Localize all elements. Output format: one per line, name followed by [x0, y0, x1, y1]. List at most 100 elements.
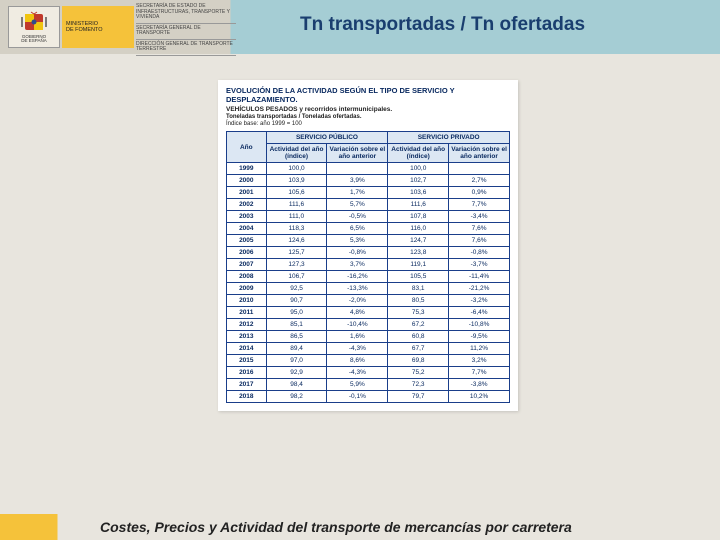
cell-pub-activity: 106,7 — [266, 271, 327, 283]
table-row: 201898,2-0,1%79,710,2% — [227, 391, 510, 403]
cell-priv-activity: 75,2 — [388, 367, 449, 379]
cell-priv-variation: -21,2% — [449, 283, 510, 295]
cell-year: 2010 — [227, 295, 267, 307]
cell-pub-variation: -4,3% — [327, 343, 388, 355]
cell-year: 2002 — [227, 199, 267, 211]
cell-pub-variation: 1,7% — [327, 187, 388, 199]
cell-pub-activity: 98,2 — [266, 391, 327, 403]
cell-year: 2000 — [227, 175, 267, 187]
table-body: 1999100,0100,02000103,93,9%102,72,7%2001… — [227, 163, 510, 403]
cell-pub-variation: -0,5% — [327, 211, 388, 223]
table-row: 2002111,65,7%111,67,7% — [227, 199, 510, 211]
col-group-public: SERVICIO PÚBLICO — [266, 132, 388, 144]
cell-priv-activity: 102,7 — [388, 175, 449, 187]
col-pub-activity: Actividad del año (índice) — [266, 144, 327, 163]
cell-year: 2009 — [227, 283, 267, 295]
cell-pub-activity: 98,4 — [266, 379, 327, 391]
cell-pub-activity: 95,0 — [266, 307, 327, 319]
table-heading: EVOLUCIÓN DE LA ACTIVIDAD SEGÚN EL TIPO … — [226, 86, 510, 104]
cell-year: 1999 — [227, 163, 267, 175]
cell-pub-activity: 127,3 — [266, 259, 327, 271]
cell-year: 2004 — [227, 223, 267, 235]
secretary-block1: SECRETARÍA DE ESTADO DE INFRAESTRUCTURAS… — [136, 2, 236, 24]
cell-pub-activity: 105,6 — [266, 187, 327, 199]
table-row: 201090,7-2,0%80,5-3,2% — [227, 295, 510, 307]
coat-of-arms-icon — [19, 11, 49, 33]
cell-year: 2001 — [227, 187, 267, 199]
cell-priv-variation: -11,4% — [449, 271, 510, 283]
cell-priv-activity: 107,8 — [388, 211, 449, 223]
cell-priv-activity: 67,2 — [388, 319, 449, 331]
cell-year: 2007 — [227, 259, 267, 271]
cell-pub-variation: 8,6% — [327, 355, 388, 367]
cell-priv-activity: 72,3 — [388, 379, 449, 391]
header-band: GOBIERNODE ESPAÑA MINISTERIO DE FOMENTO … — [0, 0, 720, 54]
table-row: 201489,4-4,3%67,711,2% — [227, 343, 510, 355]
cell-pub-variation: 1,6% — [327, 331, 388, 343]
cell-priv-activity: 123,8 — [388, 247, 449, 259]
cell-pub-activity: 85,1 — [266, 319, 327, 331]
table-row: 2005124,65,3%124,77,6% — [227, 235, 510, 247]
data-table: Año SERVICIO PÚBLICO SERVICIO PRIVADO Ac… — [226, 131, 510, 403]
cell-priv-variation: -3,8% — [449, 379, 510, 391]
cell-priv-variation: 7,6% — [449, 223, 510, 235]
cell-priv-variation: 10,2% — [449, 391, 510, 403]
cell-year: 2018 — [227, 391, 267, 403]
cell-pub-variation: 5,7% — [327, 199, 388, 211]
cell-priv-variation: 0,9% — [449, 187, 510, 199]
cell-priv-activity: 116,0 — [388, 223, 449, 235]
cell-priv-variation: -3,7% — [449, 259, 510, 271]
cell-priv-activity: 75,3 — [388, 307, 449, 319]
cell-pub-activity: 125,7 — [266, 247, 327, 259]
cell-priv-variation: -9,5% — [449, 331, 510, 343]
cell-year: 2008 — [227, 271, 267, 283]
table-row: 2001105,61,7%103,60,9% — [227, 187, 510, 199]
logo-text: GOBIERNODE ESPAÑA — [21, 35, 46, 44]
cell-priv-variation: 11,2% — [449, 343, 510, 355]
table-row: 200992,5-13,3%83,1-21,2% — [227, 283, 510, 295]
cell-priv-variation: -10,8% — [449, 319, 510, 331]
col-pub-variation: Variación sobre el año anterior — [327, 144, 388, 163]
cell-pub-variation: -0,8% — [327, 247, 388, 259]
cell-priv-variation: 7,7% — [449, 367, 510, 379]
cell-priv-variation: 2,7% — [449, 175, 510, 187]
cell-pub-activity: 111,6 — [266, 199, 327, 211]
cell-pub-variation: -4,3% — [327, 367, 388, 379]
cell-year: 2012 — [227, 319, 267, 331]
cell-priv-variation: 7,6% — [449, 235, 510, 247]
cell-pub-variation: -13,3% — [327, 283, 388, 295]
cell-priv-activity: 69,8 — [388, 355, 449, 367]
cell-pub-activity: 118,3 — [266, 223, 327, 235]
table-row: 201798,45,9%72,3-3,8% — [227, 379, 510, 391]
cell-pub-activity: 92,9 — [266, 367, 327, 379]
table-row: 2004118,36,5%116,07,6% — [227, 223, 510, 235]
cell-priv-activity: 124,7 — [388, 235, 449, 247]
table-note: Índice base: año 1999 = 100 — [226, 121, 510, 127]
table-row: 201597,08,6%69,83,2% — [227, 355, 510, 367]
cell-priv-activity: 60,8 — [388, 331, 449, 343]
cell-pub-variation: -2,0% — [327, 295, 388, 307]
table-row: 2006125,7-0,8%123,8-0,8% — [227, 247, 510, 259]
table-subtitle: VEHÍCULOS PESADOS y recorridos intermuni… — [226, 106, 510, 113]
cell-priv-activity: 79,7 — [388, 391, 449, 403]
cell-pub-activity: 92,5 — [266, 283, 327, 295]
table-row: 1999100,0100,0 — [227, 163, 510, 175]
cell-priv-activity: 119,1 — [388, 259, 449, 271]
cell-priv-activity: 105,5 — [388, 271, 449, 283]
cell-pub-variation: 5,9% — [327, 379, 388, 391]
cell-priv-variation: 3,2% — [449, 355, 510, 367]
col-group-private: SERVICIO PRIVADO — [388, 132, 510, 144]
cell-year: 2011 — [227, 307, 267, 319]
table-row: 201386,51,6%60,8-9,5% — [227, 331, 510, 343]
table-card: EVOLUCIÓN DE LA ACTIVIDAD SEGÚN EL TIPO … — [218, 80, 518, 411]
ministry-line2: DE FOMENTO — [66, 27, 134, 33]
secretary-block3: DIRECCIÓN GENERAL DE TRANSPORTE TERRESTR… — [136, 40, 236, 56]
cell-pub-activity: 89,4 — [266, 343, 327, 355]
cell-priv-activity: 103,6 — [388, 187, 449, 199]
cell-year: 2017 — [227, 379, 267, 391]
col-year: Año — [227, 132, 267, 163]
cell-pub-variation — [327, 163, 388, 175]
cell-priv-activity: 111,6 — [388, 199, 449, 211]
cell-priv-variation: -3,4% — [449, 211, 510, 223]
cell-pub-variation: 3,7% — [327, 259, 388, 271]
